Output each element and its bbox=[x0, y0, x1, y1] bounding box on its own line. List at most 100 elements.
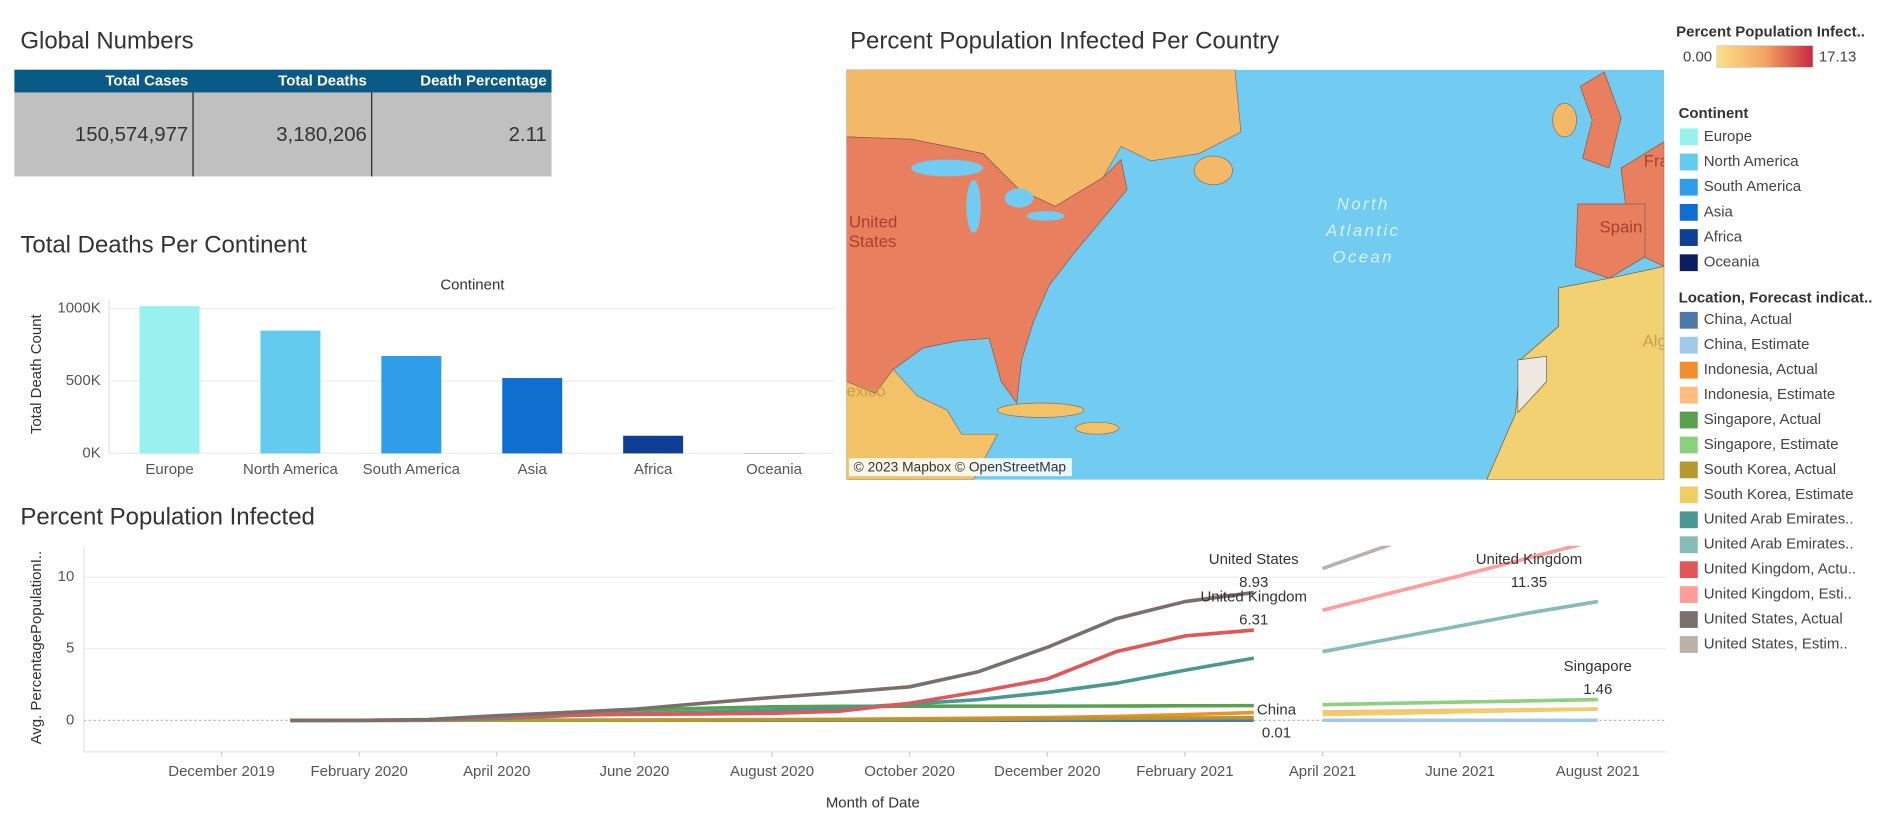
line-series bbox=[290, 590, 1255, 723]
bar-chart: Total Deaths Per Continent Continent Total… bbox=[20, 231, 835, 478]
x-tick-label: June 2020 bbox=[599, 763, 669, 780]
legend-swatch bbox=[1679, 511, 1698, 529]
x-tick-label: October 2020 bbox=[864, 763, 955, 780]
table-cell: 2.11 bbox=[509, 124, 547, 146]
legend-label: Indonesia, Estimate bbox=[1704, 386, 1835, 403]
legend-label: Asia bbox=[1704, 203, 1734, 220]
bar bbox=[623, 435, 684, 454]
legend-swatch bbox=[1679, 203, 1698, 221]
section-title: Percent Population Infected Per Country bbox=[850, 27, 1279, 54]
legend-label: North America bbox=[1704, 153, 1800, 170]
legend-label: South Korea, Actual bbox=[1704, 461, 1836, 478]
lake bbox=[911, 159, 984, 177]
legend-title: Percent Population Infect.. bbox=[1676, 23, 1865, 40]
legend-label: United Arab Emirates.. bbox=[1704, 536, 1854, 553]
legend-swatch bbox=[1679, 336, 1698, 354]
legend-label: China, Actual bbox=[1704, 311, 1792, 328]
x-tick-label: August 2021 bbox=[1556, 763, 1640, 780]
legend-label: South Korea, Estimate bbox=[1704, 486, 1854, 503]
data-label: 1.46 bbox=[1583, 681, 1612, 698]
y-tick-label: 1000K bbox=[57, 300, 100, 317]
line-chart: Percent Population Infected Month of Date… bbox=[20, 503, 1667, 811]
legend-swatch bbox=[1679, 436, 1698, 454]
legend-label: South America bbox=[1704, 178, 1802, 195]
continent-legend: Europe North America South America Asia Afri… bbox=[1679, 128, 1802, 272]
lake bbox=[1004, 188, 1034, 208]
series-label: United States bbox=[1209, 551, 1299, 568]
scale-label: 17.13 bbox=[1819, 49, 1856, 66]
y-tick-label: 0 bbox=[66, 711, 74, 728]
line-series bbox=[1322, 545, 1583, 612]
attribution-bg bbox=[848, 458, 1072, 477]
x-tick-label: Asia bbox=[518, 461, 548, 478]
chart-title: Total Deaths Per Continent bbox=[20, 231, 307, 258]
land bbox=[1486, 265, 1665, 480]
line-series bbox=[1321, 545, 1393, 571]
column-header: Death Percentage bbox=[420, 73, 546, 90]
legend-swatch bbox=[1679, 153, 1698, 171]
x-tick-label: August 2020 bbox=[730, 763, 814, 780]
map-label: North bbox=[1337, 195, 1390, 214]
map-label: States bbox=[849, 232, 897, 251]
map-label: Ocean bbox=[1333, 247, 1394, 266]
map-label: exico bbox=[846, 382, 885, 401]
column-header: Total Cases bbox=[105, 73, 188, 90]
land bbox=[1575, 203, 1646, 279]
line-series bbox=[1322, 599, 1599, 654]
data-label: 8.93 bbox=[1239, 574, 1268, 591]
legend-swatch bbox=[1679, 254, 1698, 272]
land bbox=[1517, 355, 1548, 414]
legend-swatch bbox=[1679, 411, 1698, 429]
x-tick-label: South America bbox=[363, 461, 461, 478]
legend-swatch bbox=[1679, 128, 1698, 146]
legend-swatch bbox=[1679, 361, 1698, 379]
x-tick-label: June 2021 bbox=[1425, 763, 1495, 780]
series-label: Singapore bbox=[1564, 658, 1632, 675]
table-cell: 150,574,977 bbox=[75, 124, 188, 146]
bar bbox=[502, 378, 563, 454]
legend-label: United States, Estim.. bbox=[1704, 635, 1848, 652]
legend-swatch bbox=[1679, 229, 1698, 246]
legend-title: Location, Forecast indicat.. bbox=[1679, 290, 1873, 307]
y-tick-label: 10 bbox=[58, 568, 75, 585]
legend-swatch bbox=[1679, 636, 1698, 653]
legend-label: Africa bbox=[1704, 229, 1743, 246]
legend-label: Europe bbox=[1704, 128, 1752, 145]
x-tick-label: April 2021 bbox=[1289, 763, 1356, 780]
x-axis-title: Month of Date bbox=[826, 794, 920, 811]
legend-title: Continent bbox=[1679, 105, 1749, 122]
x-tick-label: April 2020 bbox=[463, 763, 530, 780]
x-tick-label: Oceania bbox=[746, 461, 802, 478]
legend-swatch bbox=[1679, 386, 1698, 404]
table-header bbox=[14, 69, 552, 93]
x-tick-label: February 2021 bbox=[1136, 763, 1233, 780]
x-tick-label: December 2020 bbox=[994, 763, 1101, 780]
lake bbox=[966, 180, 981, 233]
legend-swatch bbox=[1679, 311, 1698, 329]
legend-swatch bbox=[1679, 461, 1698, 479]
line-series bbox=[290, 656, 1255, 723]
legend-label: United States, Actual bbox=[1704, 611, 1843, 628]
table-cell: 3,180,206 bbox=[276, 124, 367, 146]
legend-swatch bbox=[1679, 486, 1698, 504]
map: United States North Atlantic Ocean Spain… bbox=[846, 69, 1667, 480]
legend-label: Singapore, Actual bbox=[1704, 411, 1821, 428]
line-series bbox=[1322, 707, 1598, 717]
y-tick-label: 0K bbox=[82, 444, 100, 461]
location-legend: China, Actual China, Estimate Indonesia, A… bbox=[1679, 311, 1856, 653]
legend-swatch bbox=[1679, 561, 1698, 579]
y-axis-title: Avg. PercentagePopulationI.. bbox=[28, 551, 45, 745]
bar bbox=[139, 306, 200, 454]
legend-label: Indonesia, Actual bbox=[1704, 361, 1818, 378]
legend-label: United Kingdom, Esti.. bbox=[1704, 586, 1852, 603]
legend-swatch bbox=[1679, 611, 1698, 628]
x-tick-label: North America bbox=[243, 461, 339, 478]
x-tick-label: February 2020 bbox=[310, 763, 407, 780]
y-tick-label: 5 bbox=[66, 640, 74, 657]
map-label: Alg bbox=[1643, 331, 1667, 350]
series-label: United Kingdom bbox=[1476, 551, 1583, 568]
legend-label: Oceania bbox=[1704, 254, 1760, 271]
data-label: 6.31 bbox=[1239, 611, 1268, 628]
